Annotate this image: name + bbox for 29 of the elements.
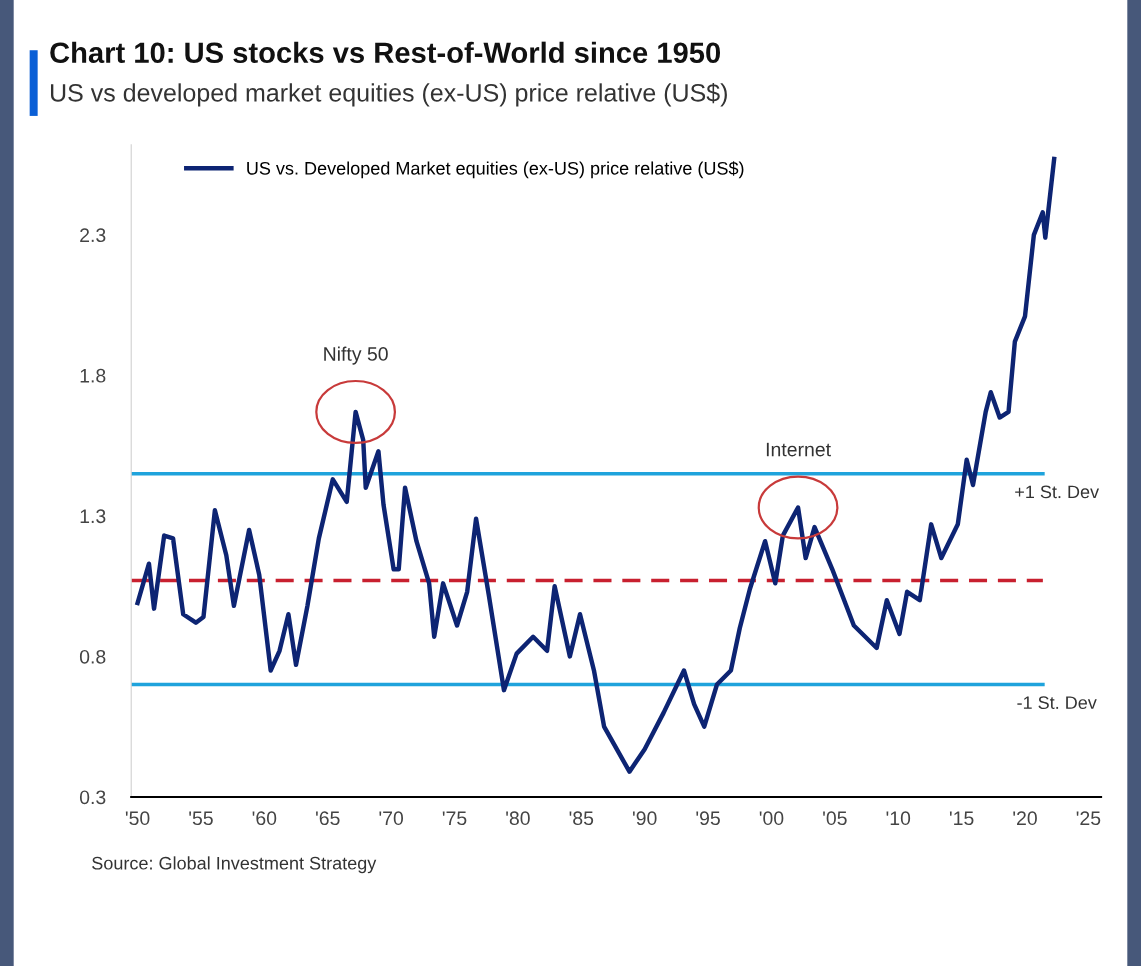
x-tick-label: '70 bbox=[379, 811, 404, 826]
y-tick-label: 0.8 bbox=[79, 649, 106, 664]
annotation: Nifty 50 bbox=[324, 346, 388, 365]
x-tick-label: '90 bbox=[632, 811, 657, 826]
x-tick-label: '95 bbox=[696, 811, 720, 826]
x-tick-label: '60 bbox=[252, 811, 277, 826]
y-tick-label: 2.3 bbox=[80, 228, 106, 243]
x-tick-label: '75 bbox=[442, 811, 467, 826]
x-tick-label: '20 bbox=[1013, 811, 1037, 826]
x-tick-label: '05 bbox=[823, 811, 847, 826]
chart-title: Chart 10: US stocks vs Rest-of-World since 1950 bbox=[50, 41, 721, 64]
y-tick-label: 1.8 bbox=[80, 368, 106, 383]
legend-label: US vs. Developed Market equities (ex-US) price relative (US$) bbox=[247, 161, 744, 179]
x-tick-label: '55 bbox=[189, 811, 213, 826]
y-tick-label: 0.3 bbox=[79, 790, 106, 805]
x-tick-label: '80 bbox=[506, 811, 530, 826]
ref-line-label: +1 St. Dev bbox=[1015, 485, 1100, 499]
x-tick-label: '10 bbox=[886, 811, 911, 826]
x-tick-label: '15 bbox=[949, 811, 974, 826]
y-tick-label: 1.3 bbox=[80, 509, 106, 524]
x-tick-label: '85 bbox=[569, 811, 594, 826]
chart-subtitle: US vs developed market equities (ex-US) price relative (US$) bbox=[50, 82, 727, 107]
x-tick-label: '50 bbox=[125, 811, 150, 826]
ref-line-label: -1 St. Dev bbox=[1017, 696, 1097, 710]
source-note: Source: Global Investment Strategy bbox=[92, 856, 377, 874]
x-tick-label: '65 bbox=[316, 811, 340, 826]
annotation: Internet bbox=[766, 442, 831, 457]
x-tick-label: '00 bbox=[759, 811, 784, 826]
x-tick-label: '25 bbox=[1076, 811, 1101, 826]
